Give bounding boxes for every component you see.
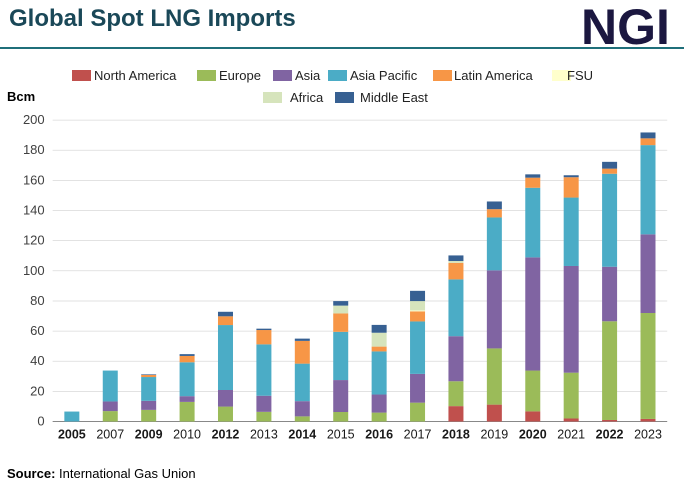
- svg-text:2005: 2005: [58, 428, 86, 442]
- svg-text:20: 20: [30, 383, 44, 398]
- svg-text:2015: 2015: [327, 428, 355, 442]
- svg-text:2021: 2021: [557, 428, 585, 442]
- svg-text:2017: 2017: [404, 428, 432, 442]
- svg-text:40: 40: [30, 353, 44, 368]
- svg-text:200: 200: [23, 112, 45, 127]
- svg-text:2009: 2009: [135, 428, 163, 442]
- svg-text:2022: 2022: [596, 428, 624, 442]
- svg-text:160: 160: [23, 172, 45, 187]
- svg-text:2014: 2014: [288, 428, 316, 442]
- svg-text:2016: 2016: [365, 428, 393, 442]
- svg-text:2019: 2019: [480, 428, 508, 442]
- svg-text:60: 60: [30, 323, 44, 338]
- svg-text:0: 0: [37, 414, 44, 429]
- svg-text:2013: 2013: [250, 428, 278, 442]
- svg-text:2020: 2020: [519, 428, 547, 442]
- svg-text:100: 100: [23, 263, 45, 278]
- svg-text:120: 120: [23, 233, 45, 248]
- svg-text:2018: 2018: [442, 428, 470, 442]
- svg-text:140: 140: [23, 203, 45, 218]
- svg-text:2010: 2010: [173, 428, 201, 442]
- svg-text:180: 180: [23, 142, 45, 157]
- svg-text:80: 80: [30, 293, 44, 308]
- svg-text:2023: 2023: [634, 428, 662, 442]
- svg-text:2007: 2007: [96, 428, 124, 442]
- svg-text:2012: 2012: [212, 428, 240, 442]
